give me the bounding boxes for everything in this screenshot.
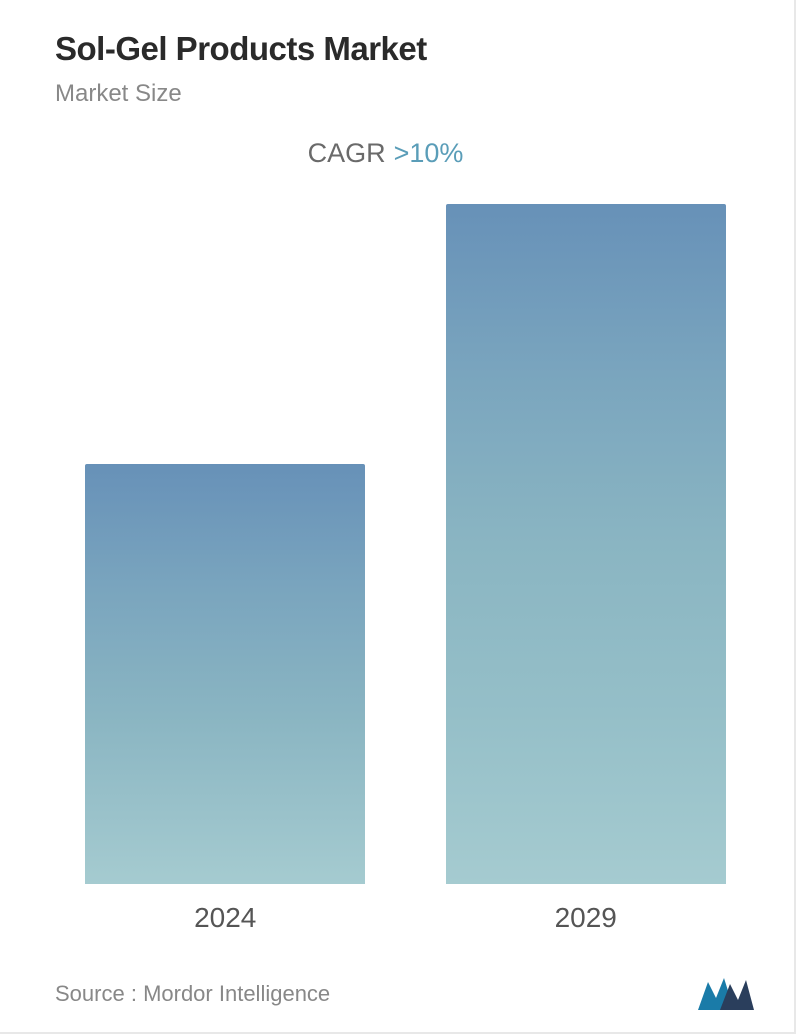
- cagr-value: >10%: [394, 138, 464, 168]
- source-name: Mordor Intelligence: [143, 981, 330, 1006]
- footer: Source : Mordor Intelligence: [55, 964, 756, 1014]
- cagr-display: CAGR >10%: [15, 138, 756, 169]
- page-title: Sol-Gel Products Market: [55, 30, 756, 68]
- mordor-logo-icon: [696, 974, 756, 1014]
- bar-2029: [446, 204, 726, 884]
- bar-label-2024: 2024: [194, 902, 256, 934]
- source-attribution: Source : Mordor Intelligence: [55, 981, 330, 1007]
- bar-label-2029: 2029: [555, 902, 617, 934]
- bar-2024: [85, 464, 365, 884]
- bar-group-2024: 2024: [85, 464, 365, 934]
- page-subtitle: Market Size: [55, 80, 756, 108]
- bar-group-2029: 2029: [446, 204, 726, 934]
- bar-chart: 2024 2029: [55, 199, 756, 934]
- source-label: Source :: [55, 981, 137, 1006]
- cagr-label: CAGR: [308, 138, 386, 168]
